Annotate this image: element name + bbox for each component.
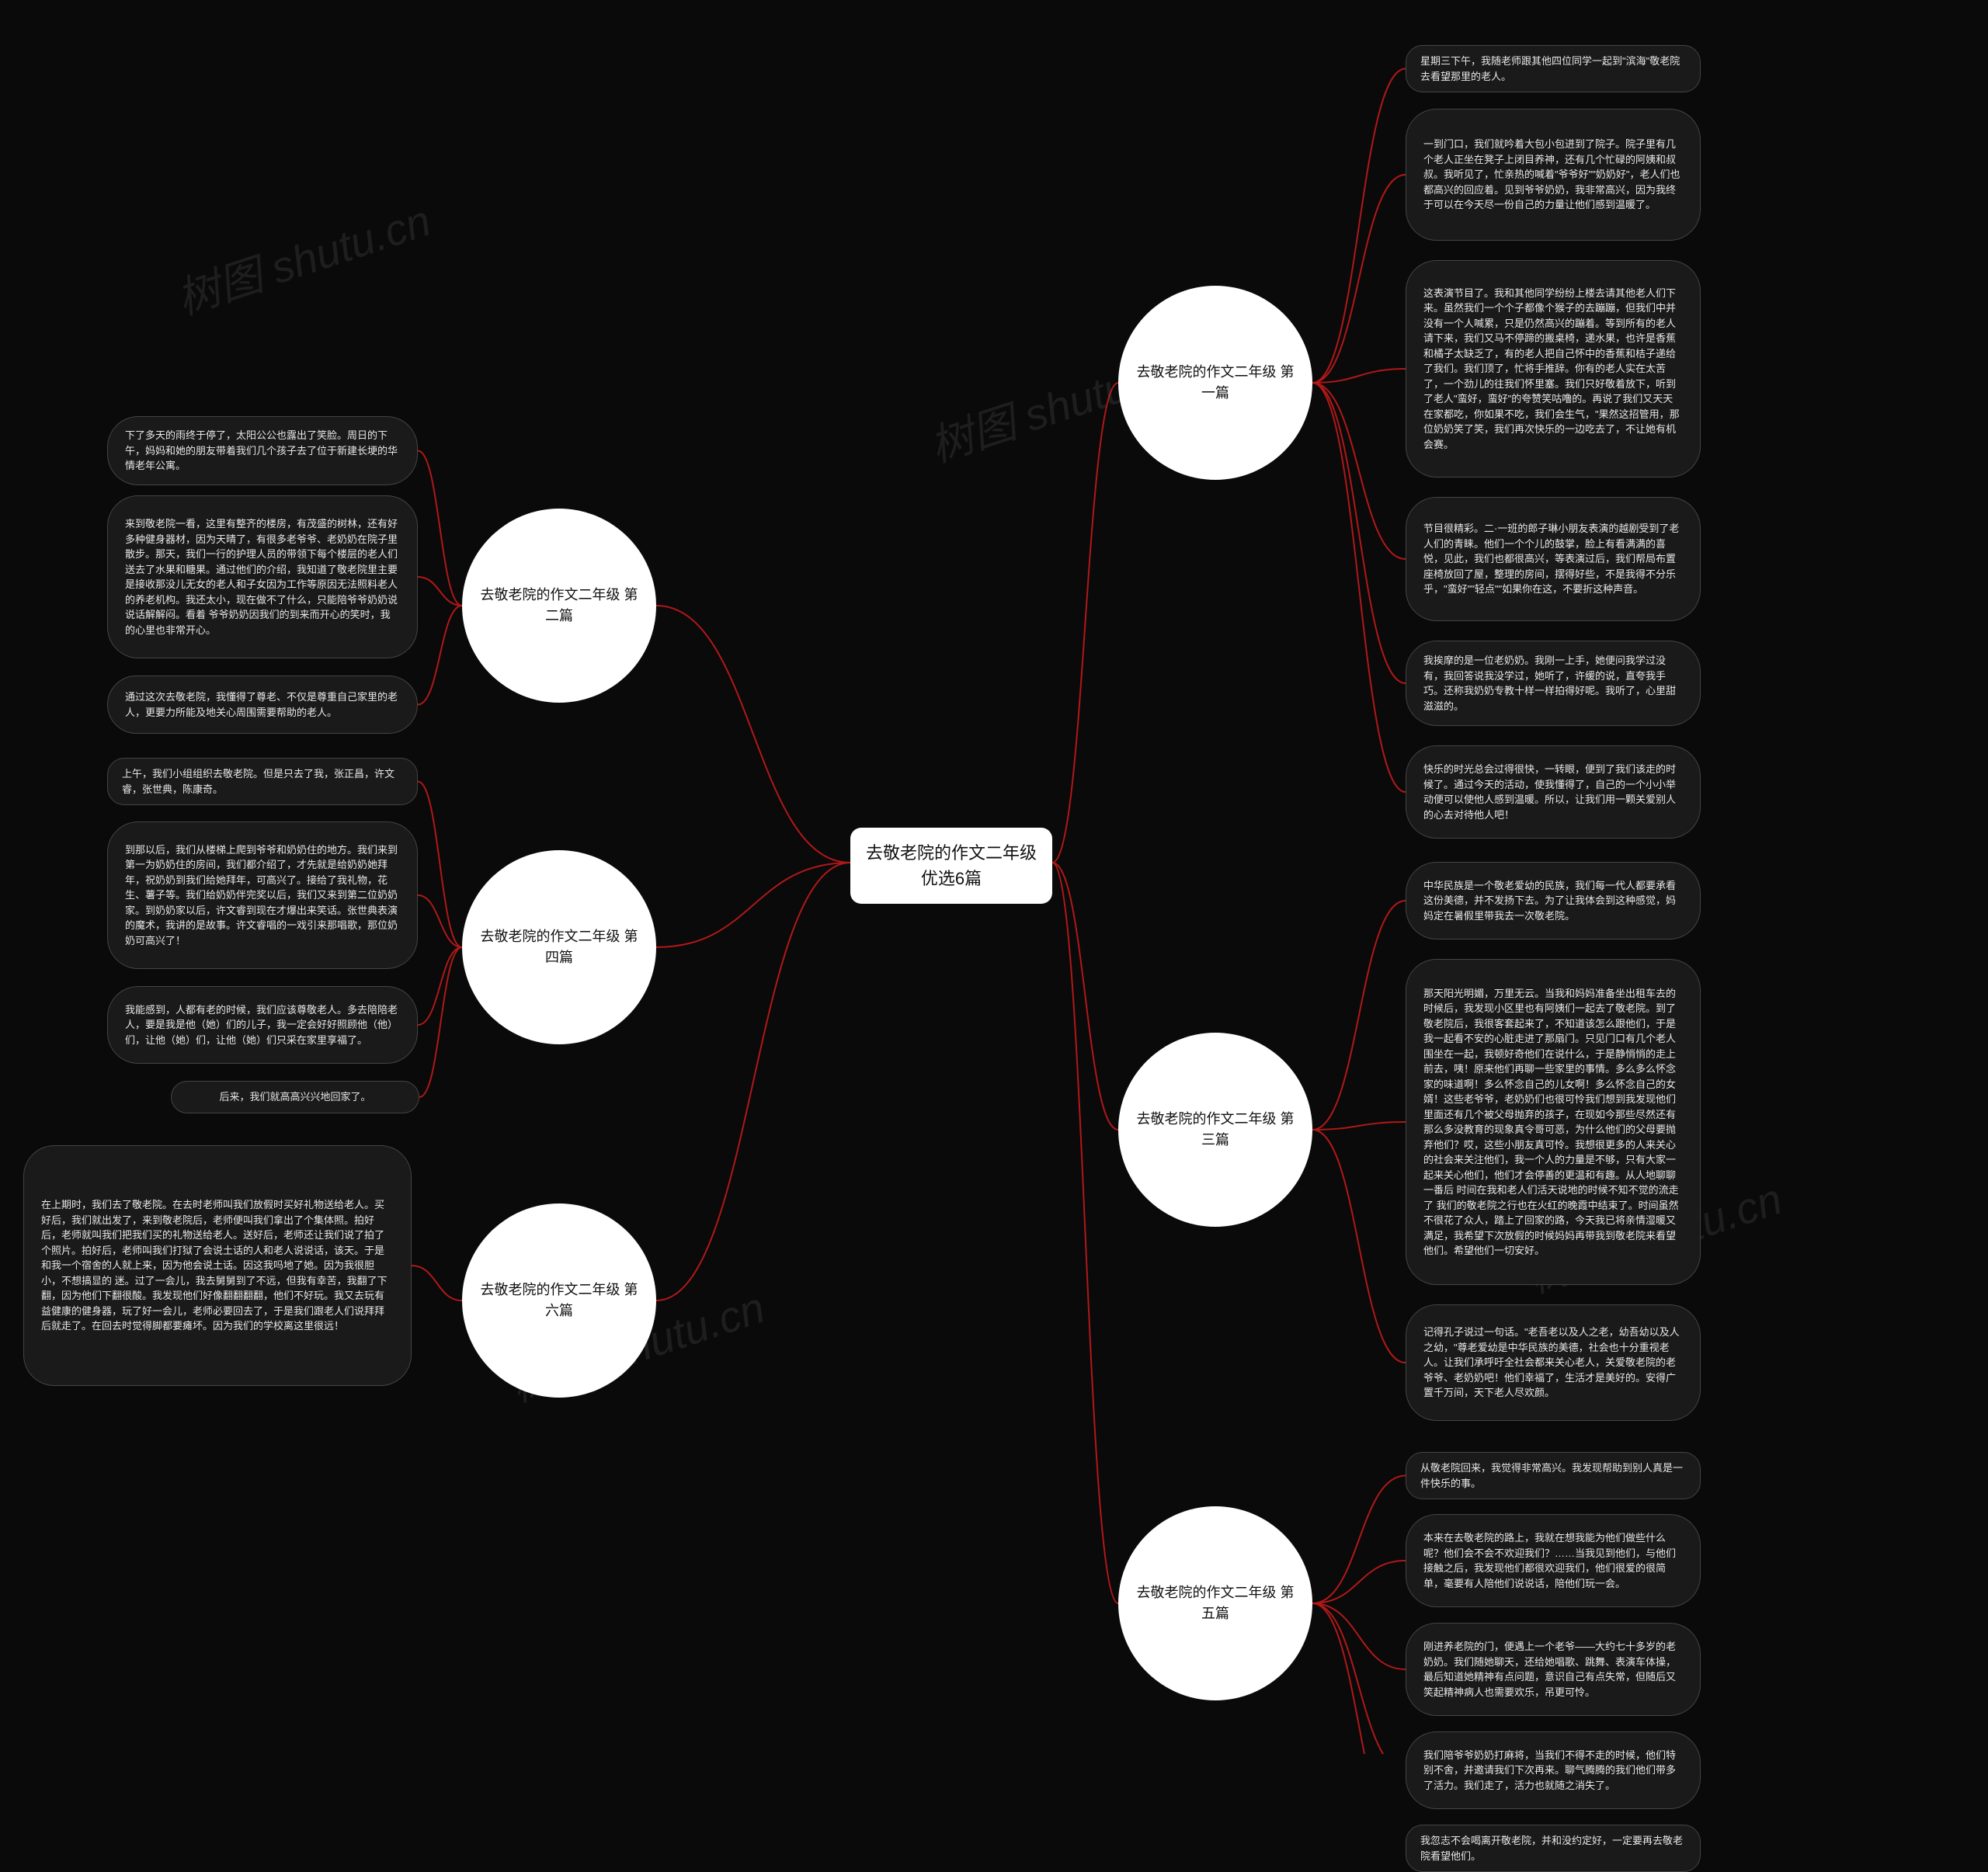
edge [1312,175,1406,383]
leaf-node-b1-1: 一到门口，我们就吟着大包小包进到了院子。院子里有几个老人正坐在凳子上闭目养神，还… [1406,109,1701,241]
edge [1312,369,1406,383]
edge [1312,1603,1406,1754]
edge [1312,383,1406,792]
edge [1312,1130,1406,1363]
edge [418,947,462,1025]
leaf-node-b5-1: 本来在去敬老院的路上，我就在想我能为他们做些什么呢？他们会不会不欢迎我们？……当… [1406,1514,1701,1607]
edge [656,606,850,863]
edge [419,947,462,1097]
edge [1312,69,1406,384]
edge [1312,1603,1406,1754]
leaf-node-b5-4: 我忽志不会喝离开敬老院，并和没约定好，一定要再去敬老院看望他们。 [1406,1825,1701,1872]
edge [1312,1476,1406,1604]
leaf-node-b4-1: 到那以后，我们从楼梯上爬到爷爷和奶奶住的地方。我们来到第一为奶奶住的房间，我们都… [107,821,418,969]
root-node: 去敬老院的作文二年级优选6篇 [850,828,1052,904]
edge [1312,1122,1406,1130]
branch-node-b1: 去敬老院的作文二年级 第一篇 [1118,286,1312,480]
leaf-node-b1-5: 快乐的时光总会过得很快，一转眼，便到了我们该走的时候了。通过今天的活动，使我懂得… [1406,745,1701,839]
leaf-node-b5-2: 刚进养老院的门，便遇上一个老爷——大约七十多岁的老奶奶。我们随她聊天，还给她唱歌… [1406,1623,1701,1716]
branch-node-b6: 去敬老院的作文二年级 第六篇 [462,1203,656,1398]
leaf-node-b4-3: 后来，我们就高高兴兴地回家了。 [171,1081,419,1113]
leaf-node-b4-0: 上午，我们小组组织去敬老院。但是只去了我，张正昌，许文睿，张世典，陈康奇。 [107,758,418,805]
edge [1052,863,1118,1130]
leaf-node-b1-4: 我挨摩的是一位老奶奶。我刚一上手，她便问我学过没有，我回答说我没学过，她听了，许… [1406,641,1701,726]
leaf-node-b5-3: 我们陪爷爷奶奶打麻将，当我们不得不走的时候，他们特别不舍，并邀请我们下次再来。聊… [1406,1731,1701,1809]
edge [418,606,462,705]
edge [418,577,462,606]
edge [656,863,850,1301]
branch-node-b5: 去敬老院的作文二年级 第五篇 [1118,1506,1312,1700]
edge [412,1266,462,1301]
edge [1312,383,1406,559]
edge [1312,1561,1406,1603]
edge [1312,901,1406,1130]
branch-node-b4: 去敬老院的作文二年级 第四篇 [462,850,656,1044]
leaf-node-b4-2: 我能感到，人都有老的时候，我们应该尊敬老人。多去陪陪老人，要是我是他（她）们的儿… [107,986,418,1064]
edge [418,782,462,948]
leaf-node-b6-0: 在上期时，我们去了敬老院。在去时老师叫我们放假时买好礼物送给老人。买好后，我们就… [23,1145,412,1386]
branch-node-b2: 去敬老院的作文二年级 第二篇 [462,509,656,703]
leaf-node-b1-0: 星期三下午，我随老师跟其他四位同学一起到"滨海"敬老院去看望那里的老人。 [1406,45,1701,92]
leaf-node-b3-2: 记得孔子说过一句话。"老吾老以及人之老，幼吾幼以及人之幼，"尊老爱幼是中华民族的… [1406,1304,1701,1421]
leaf-node-b5-0: 从敬老院回来，我觉得非常高兴。我发现帮助到别人真是一件快乐的事。 [1406,1452,1701,1499]
edge [1052,863,1118,1603]
leaf-node-b2-1: 来到敬老院一看，这里有整齐的楼房，有茂盛的树林，还有好多种健身器材，因为天晴了，… [107,495,418,658]
leaf-node-b1-3: 节目很精彩。二·一班的郎子琳小朋友表演的越剧受到了老人们的青睐。他们一个个儿的鼓… [1406,497,1701,621]
leaf-node-b1-2: 这表演节目了。我和其他同学纷纷上楼去请其他老人们下来。虽然我们一个个子都像个猴子… [1406,260,1701,478]
leaf-node-b2-0: 下了多天的雨终于停了，太阳公公也露出了笑脸。周日的下午，妈妈和她的朋友带着我们几… [107,416,418,485]
leaf-node-b3-1: 那天阳光明媚，万里无云。当我和妈妈准备坐出租车去的时候后，我发现小区里也有阿姨们… [1406,959,1701,1285]
edge [656,863,850,947]
edge [418,451,462,606]
edge [1312,383,1406,683]
edge [1312,1603,1406,1669]
branch-node-b3: 去敬老院的作文二年级 第三篇 [1118,1033,1312,1227]
edge [418,895,462,947]
watermark: 树图 shutu.cn [168,186,438,328]
leaf-node-b3-0: 中华民族是一个敬老爱幼的民族，我们每一代人都要承看这份美德，并不发扬下去。为了让… [1406,862,1701,939]
leaf-node-b2-2: 通过这次去敬老院，我懂得了尊老、不仅是尊重自己家里的老人，更要力所能及地关心周围… [107,676,418,734]
edge [1052,383,1118,863]
